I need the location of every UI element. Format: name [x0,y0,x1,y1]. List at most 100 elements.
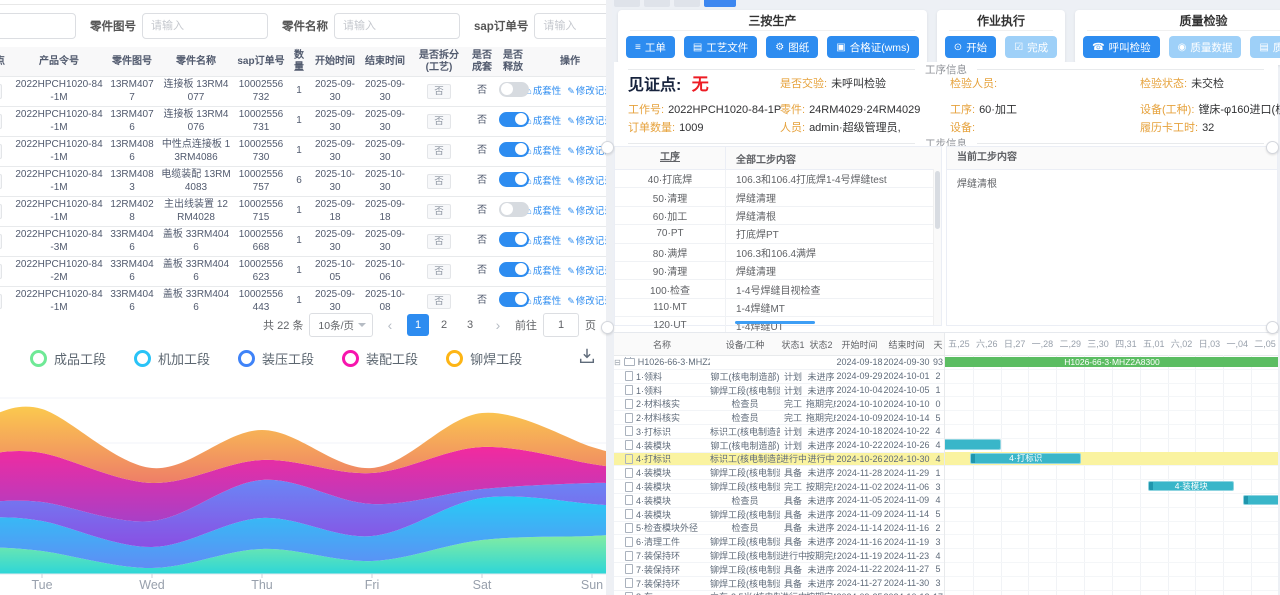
step-row[interactable]: 50·清理 焊缝清理 [615,188,941,207]
button-呼叫检验[interactable]: ☎ 呼叫检验 [1083,36,1160,58]
right-edge-handle-bottom[interactable] [1266,321,1279,334]
gantt-bar[interactable]: 4·装模块 [1148,480,1235,492]
scrollbar-thumb[interactable] [935,171,940,229]
set-property-link[interactable]: ⌂成套性 [526,115,562,127]
modify-record-link[interactable]: ✎修改记录 [567,175,606,187]
set-property-link[interactable]: ⌂成套性 [526,85,562,97]
button-合格证(wms)[interactable]: ▣ 合格证(wms) [827,36,919,58]
splitter-handle-bottom[interactable] [601,321,614,334]
release-toggle[interactable] [499,141,529,157]
gantt-row[interactable]: 4·装模块 铆焊工段(核电制造部)具备未进序2024-11-282024-11-2… [614,466,944,481]
page-button-1[interactable]: 1 [407,314,429,336]
release-toggle[interactable] [499,231,529,247]
sap-order-cell: 10002556443 [234,286,288,311]
gantt-row[interactable]: 1·领料 铆焊工段(核电制造部)计划未进序2024-10-042024-10-05… [614,384,944,398]
pane-splitter[interactable] [606,0,612,595]
legend-item[interactable]: 成品工段 [30,349,106,368]
prev-page-button[interactable]: ‹ [379,314,401,336]
button-开始[interactable]: ⊙ 开始 [944,36,997,58]
release-toggle[interactable] [499,171,529,187]
gantt-row[interactable]: 7·装保持环 铆焊工段(核电制造部)具备未进序2024-11-272024-11-… [614,577,944,591]
gantt-bar[interactable]: H1026-66-3·MHZ2A8300 [945,356,1278,368]
tab[interactable] [614,0,640,7]
modify-record-link[interactable]: ✎修改记录 [567,235,606,247]
collapse-icon[interactable]: ⊟ [614,357,621,367]
release-toggle[interactable] [499,81,529,97]
gantt-end-cell: 2024-11-19 [883,536,930,547]
gantt-row[interactable]: 4·装模块 检查员 具备 未进序 2024-11-05 2024-11-09 4 [614,494,944,508]
gantt-row[interactable]: 3·打标识 标识工(核电制造部)计划未进序2024-10-182024-10-22… [614,425,944,439]
part-name-input[interactable] [334,13,460,39]
button-工单[interactable]: ≡ 工单 [626,36,675,58]
download-icon[interactable] [578,347,596,365]
set-property-link[interactable]: ⌂成套性 [526,235,562,247]
step-row[interactable]: 100·检查 1-4号焊缝目视检查 [615,280,941,299]
gantt-row[interactable]: 7·装保持环 铆焊工段(核电制造部)进行中按期完成2024-11-192024-1… [614,549,944,563]
set-property-link[interactable]: ⌂成套性 [526,265,562,277]
splitter-handle-top[interactable] [601,141,614,154]
gantt-row[interactable]: 4·打标识标识工(核电制造部)进行中进行中2024-10-262024-10-3… [614,452,944,467]
button-质量记录[interactable]: ▤质量记录 [1250,36,1280,58]
release-toggle[interactable] [499,261,529,277]
gantt-start-cell: 2024-11-05 [836,495,883,506]
step-row[interactable]: 80·满焊 106.3和106.4满焊 [615,243,941,262]
legend-item[interactable]: 铆焊工段 [446,349,522,368]
gantt-status2-cell: 未进序 [807,440,835,451]
gantt-row[interactable]: 4·装模块 铆焊工段(核电制造部)完工按期完成2024-11-022024-11-… [614,480,944,494]
button-完成[interactable]: ☑ 完成 [1005,36,1058,58]
step-row[interactable]: 40·打底焊 106.3和106.4打底焊1-4号焊缝test [615,170,941,189]
filter-input-partial[interactable] [0,13,76,39]
tab[interactable] [674,0,700,7]
modify-record-link[interactable]: ✎修改记录 [567,145,606,157]
gantt-bar[interactable]: 4·打标识 [970,453,1082,464]
step-row[interactable]: 90·清理 焊缝清理 [615,261,941,281]
gantt-bar[interactable] [1242,494,1278,506]
goto-page-input[interactable] [543,313,579,337]
step-row[interactable]: 110·MT 1-4焊缝MT [615,298,941,318]
set-property-link[interactable]: ⌂成套性 [526,295,562,307]
legend-item[interactable]: 机加工段 [134,349,210,368]
steps-horizontal-scrollbar[interactable] [735,321,815,324]
set-property-link[interactable]: ⌂成套性 [526,205,562,217]
part-no-input[interactable] [142,13,268,39]
gantt-row[interactable]: ⊟ H1026-66-3·MHZ2A8300 2024-09-182024-09-3… [614,356,944,370]
modify-record-link[interactable]: ✎修改记录 [567,115,606,127]
gantt-row[interactable]: 4·装模块 铆焊工段(核电制造部)具备未进序2024-11-092024-11-1… [614,508,944,522]
legend-item[interactable]: 装压工段 [238,349,314,368]
gantt-row[interactable]: 8·车 立车-2.5米(核电制造部)进行中按期完成2024-09-252024-1… [614,591,944,595]
next-page-button[interactable]: › [487,314,509,336]
gantt-start-cell: 2024-09-18 [836,357,883,368]
set-property-link[interactable]: ⌂成套性 [526,175,562,187]
modify-record-link[interactable]: ✎修改记录 [567,85,606,97]
step-row[interactable]: 60·加工 焊缝清根 [615,206,941,226]
gantt-bar[interactable] [945,439,1001,450]
release-toggle[interactable] [499,291,529,307]
page-size-select[interactable]: 10条/页 [309,313,373,337]
gantt-row[interactable]: 6·清理工件 铆焊工段(核电制造部)具备未进序2024-11-162024-11-… [614,535,944,550]
set-property-link[interactable]: ⌂成套性 [526,145,562,157]
modify-record-link[interactable]: ✎修改记录 [567,265,606,277]
modify-record-link[interactable]: ✎修改记录 [567,295,606,307]
gantt-row[interactable]: 5·检查模块外径 检查员 具备 未进序 2024-11-14 2024-11-16 2 [614,522,944,536]
gantt-name-cell: 4·装模块 [614,466,710,479]
gantt-row[interactable]: 1·领料 铆工(核电制造部) 计划 未进序 2024-09-29 2024-10-01 2 [614,370,944,384]
page-button-3[interactable]: 3 [459,314,481,336]
tab[interactable] [644,0,670,7]
gantt-row[interactable]: 4·装模块 铆工(核电制造部) 计划 未进序 2024-10-22 2024-10-26 4 [614,439,944,453]
gantt-row[interactable]: 7·装保持环 铆焊工段(核电制造部)具备未进序2024-11-222024-11-… [614,563,944,577]
release-toggle[interactable] [499,201,529,217]
modify-record-link[interactable]: ✎修改记录 [567,205,606,217]
steps-vertical-scrollbar[interactable] [933,169,941,325]
steps-header-process[interactable]: 工序 [615,147,726,169]
button-质量数据[interactable]: ◉ 质量数据 [1168,36,1242,58]
page-button-2[interactable]: 2 [433,314,455,336]
button-图纸[interactable]: ⚙ 图纸 [766,36,819,58]
tab-active[interactable] [704,0,736,7]
step-row[interactable]: 70·PT 打底焊PT [615,225,941,244]
button-工艺文件[interactable]: ▤ 工艺文件 [683,36,758,58]
legend-item[interactable]: 装配工段 [342,349,418,368]
right-edge-handle-top[interactable] [1266,141,1279,154]
release-toggle[interactable] [499,111,529,127]
